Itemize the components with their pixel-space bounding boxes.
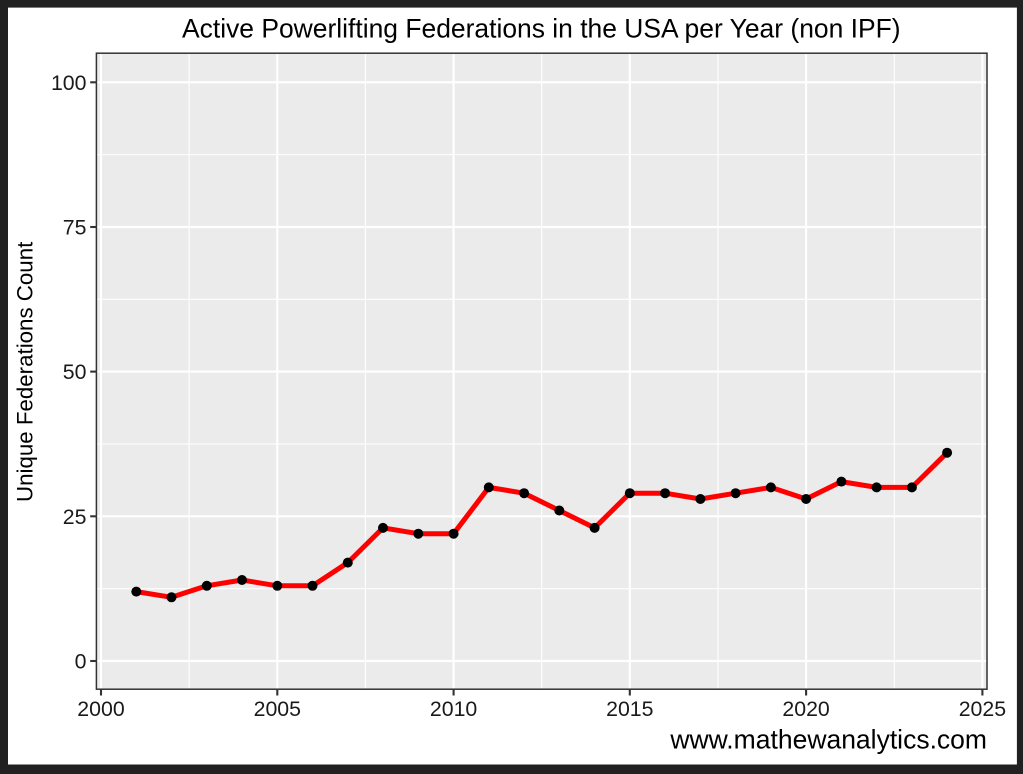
svg-text:www.mathewanalytics.com: www.mathewanalytics.com (669, 724, 987, 754)
svg-text:50: 50 (63, 360, 87, 384)
svg-text:Active Powerlifting Federation: Active Powerlifting Federations in the U… (182, 14, 901, 44)
svg-text:2015: 2015 (606, 697, 653, 721)
svg-text:2025: 2025 (959, 697, 1006, 721)
svg-text:25: 25 (63, 505, 87, 529)
svg-text:2020: 2020 (782, 697, 830, 721)
svg-text:2000: 2000 (77, 697, 125, 721)
svg-text:2010: 2010 (430, 697, 478, 721)
svg-text:75: 75 (63, 216, 87, 240)
svg-text:2005: 2005 (254, 697, 301, 721)
svg-text:0: 0 (75, 650, 87, 674)
svg-text:100: 100 (51, 71, 87, 95)
svg-text:Unique Federations Count: Unique Federations Count (13, 241, 38, 502)
